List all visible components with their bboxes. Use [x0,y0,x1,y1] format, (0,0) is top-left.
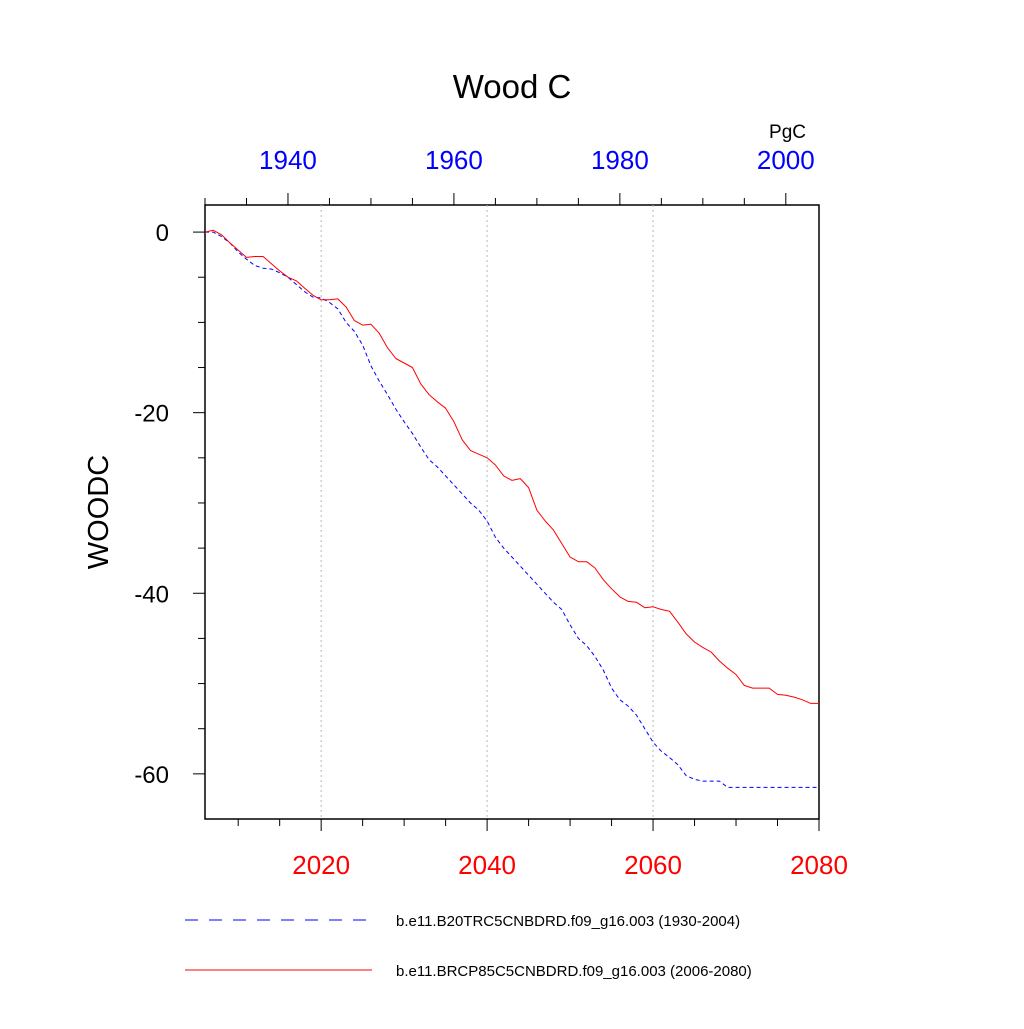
y-tick-label: 0 [156,220,169,247]
series-layer [204,229,819,788]
y-tick-label: -60 [134,762,169,789]
plot-frame [204,204,820,820]
units-label: PgC [769,122,806,143]
bottom-tick-label: 2020 [292,850,350,880]
top-tick-label: 2000 [757,145,815,175]
top-tick-label: 1980 [591,145,649,175]
series-line-2 [204,229,819,704]
legend: b.e11.B20TRC5CNBDRD.f09_g16.003 (1930-20… [185,913,752,980]
y-axis-label: WOODC [83,455,115,569]
y-tick-label: -40 [134,581,169,608]
grid-layer [320,205,654,819]
top-tick-label: 1940 [259,145,317,175]
legend-label-2: b.e11.BRCP85C5CNBDRD.f09_g16.003 (2006-2… [396,963,752,980]
legend-label-1: b.e11.B20TRC5CNBDRD.f09_g16.003 (1930-20… [396,913,740,930]
chart-title: Wood C [453,68,572,105]
top-tick-label: 1960 [425,145,483,175]
bottom-tick-label: 2060 [624,850,682,880]
y-tick-label: -20 [134,401,169,428]
tick-layer: 0 -20 -40 -60 2020 2040 2060 2080 1940 1960 1980 20… [134,145,848,880]
bottom-tick-label: 2080 [790,850,848,880]
series-line-1 [205,231,819,788]
bottom-tick-label: 2040 [458,850,516,880]
